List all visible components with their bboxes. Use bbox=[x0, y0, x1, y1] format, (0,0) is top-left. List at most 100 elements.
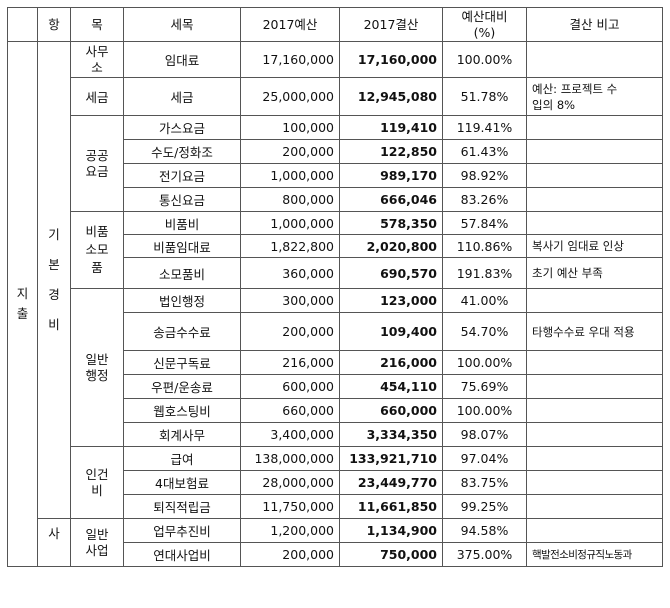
header-note: 결산 비고 bbox=[526, 7, 663, 42]
item-cell: 소모품비 bbox=[123, 257, 241, 289]
ratio-cell: 51.78% bbox=[442, 77, 527, 116]
section-label: 지출 bbox=[16, 286, 29, 321]
table-row: 우편/운송료 600,000 454,110 75.69% bbox=[8, 374, 663, 399]
note-cell bbox=[526, 115, 663, 140]
actual-cell: 989,170 bbox=[339, 163, 443, 188]
budget-cell: 600,000 bbox=[240, 374, 340, 399]
table-row: 웹호스팅비 660,000 660,000 100.00% bbox=[8, 398, 663, 423]
item-cell: 임대료 bbox=[123, 41, 241, 78]
budget-cell: 360,000 bbox=[240, 257, 340, 289]
mok-cell-admin: 일반행정 bbox=[70, 288, 124, 447]
actual-cell: 750,000 bbox=[339, 542, 443, 567]
hang-cell-project: 사 bbox=[37, 518, 71, 567]
note-cell bbox=[526, 470, 663, 495]
actual-cell: 2,020,800 bbox=[339, 234, 443, 258]
note-cell bbox=[526, 422, 663, 447]
mok-cell-tax: 세금 bbox=[70, 77, 124, 116]
mok-cell-utilities: 공공요금 bbox=[70, 115, 124, 212]
item-cell: 우편/운송료 bbox=[123, 374, 241, 399]
budget-cell: 28,000,000 bbox=[240, 470, 340, 495]
ratio-cell: 98.92% bbox=[442, 163, 527, 188]
budget-cell: 800,000 bbox=[240, 187, 340, 212]
table-row: 사 일반사업 업무추진비 1,200,000 1,134,900 94.58% bbox=[8, 518, 663, 567]
hang-cell-basic: 기본경비 bbox=[37, 41, 71, 519]
note-cell bbox=[526, 350, 663, 375]
note-cell: 복사기 임대료 인상 bbox=[526, 234, 663, 258]
note-text: 예산: 프로젝트 수입의 8% bbox=[532, 81, 618, 112]
item-cell: 비품비 bbox=[123, 211, 241, 235]
note-cell bbox=[526, 187, 663, 212]
actual-cell: 660,000 bbox=[339, 398, 443, 423]
budget-cell: 1,200,000 bbox=[240, 518, 340, 543]
budget-cell: 200,000 bbox=[240, 542, 340, 567]
item-cell: 세금 bbox=[123, 77, 241, 116]
budget-cell: 25,000,000 bbox=[240, 77, 340, 116]
ratio-cell: 99.25% bbox=[442, 494, 527, 519]
mok-cell-general-project: 일반사업 bbox=[70, 518, 124, 567]
actual-cell: 666,046 bbox=[339, 187, 443, 212]
ratio-cell: 119.41% bbox=[442, 115, 527, 140]
item-cell: 신문구독료 bbox=[123, 350, 241, 375]
actual-cell: 133,921,710 bbox=[339, 446, 443, 471]
note-cell bbox=[526, 494, 663, 519]
budget-cell: 138,000,000 bbox=[240, 446, 340, 471]
actual-cell: 23,449,770 bbox=[339, 470, 443, 495]
ratio-cell: 100.00% bbox=[442, 41, 527, 78]
table-row: 수도/정화조 200,000 122,850 61.43% bbox=[8, 139, 663, 164]
note-cell bbox=[526, 139, 663, 164]
ratio-cell: 61.43% bbox=[442, 139, 527, 164]
ratio-cell: 100.00% bbox=[442, 350, 527, 375]
budget-cell: 200,000 bbox=[240, 139, 340, 164]
note-cell bbox=[526, 446, 663, 471]
header-budget: 2017예산 bbox=[240, 7, 340, 42]
table-row: 비품소모품 비품비 1,000,000 578,350 57.84% bbox=[8, 211, 663, 289]
note-text: 타행수수료 우대 적용 bbox=[532, 324, 635, 339]
mok-cell-supplies: 비품소모품 bbox=[70, 211, 124, 289]
mok-cell-office: 사무소 bbox=[70, 41, 124, 78]
item-cell: 수도/정화조 bbox=[123, 139, 241, 164]
header-blank bbox=[7, 7, 38, 42]
actual-cell: 454,110 bbox=[339, 374, 443, 399]
item-cell: 전기요금 bbox=[123, 163, 241, 188]
table-row: 통신요금 800,000 666,046 83.26% bbox=[8, 187, 663, 212]
table-row: 공공요금 가스요금 100,000 119,410 119.41% bbox=[8, 115, 663, 212]
mok-label-supplies: 비품소모품 bbox=[85, 224, 109, 275]
table-row: 지출 기본경비 사무소 임대료 17,160,000 17,160,000 10… bbox=[7, 41, 663, 567]
ratio-cell: 191.83% bbox=[442, 257, 527, 289]
item-cell: 퇴직적립금 bbox=[123, 494, 241, 519]
item-cell: 회계사무 bbox=[123, 422, 241, 447]
header-hang: 항 bbox=[37, 7, 71, 42]
ratio-cell: 97.04% bbox=[442, 446, 527, 471]
item-cell: 가스요금 bbox=[123, 115, 241, 140]
header-row: 항 목 세목 2017예산 2017결산 예산대비 (%) 결산 비고 bbox=[7, 7, 663, 42]
header-mok: 목 bbox=[70, 7, 124, 42]
budget-cell: 1,822,800 bbox=[240, 234, 340, 258]
ratio-cell: 83.75% bbox=[442, 470, 527, 495]
header-actual: 2017결산 bbox=[339, 7, 443, 42]
table-row: 신문구독료 216,000 216,000 100.00% bbox=[8, 350, 663, 375]
table-row: 일반행정 법인행정 300,000 123,000 41.00% bbox=[8, 288, 663, 447]
mok-label-personnel: 인건비 bbox=[85, 466, 109, 498]
ratio-cell: 110.86% bbox=[442, 234, 527, 258]
mok-label-utilities: 공공요금 bbox=[85, 147, 109, 179]
note-cell bbox=[526, 41, 663, 78]
actual-cell: 690,570 bbox=[339, 257, 443, 289]
budget-cell: 660,000 bbox=[240, 398, 340, 423]
table-row: 송금수수료 200,000 109,400 54.70% 타행수수료 우대 적용 bbox=[8, 312, 663, 351]
actual-cell: 11,661,850 bbox=[339, 494, 443, 519]
note-cell bbox=[526, 211, 663, 235]
item-cell: 법인행정 bbox=[123, 288, 241, 313]
actual-cell: 123,000 bbox=[339, 288, 443, 313]
budget-cell: 1,000,000 bbox=[240, 163, 340, 188]
actual-cell: 12,945,080 bbox=[339, 77, 443, 116]
budget-cell: 216,000 bbox=[240, 350, 340, 375]
hang-label-basic: 기본경비 bbox=[48, 227, 60, 332]
note-cell: 초기 예산 부족 bbox=[526, 257, 663, 289]
header-ratio: 예산대비 (%) bbox=[442, 7, 527, 42]
budget-cell: 11,750,000 bbox=[240, 494, 340, 519]
item-cell: 급여 bbox=[123, 446, 241, 471]
header-ratio-line1: 예산대비 bbox=[461, 8, 508, 24]
actual-cell: 1,134,900 bbox=[339, 518, 443, 543]
budget-cell: 1,000,000 bbox=[240, 211, 340, 235]
actual-cell: 109,400 bbox=[339, 312, 443, 351]
